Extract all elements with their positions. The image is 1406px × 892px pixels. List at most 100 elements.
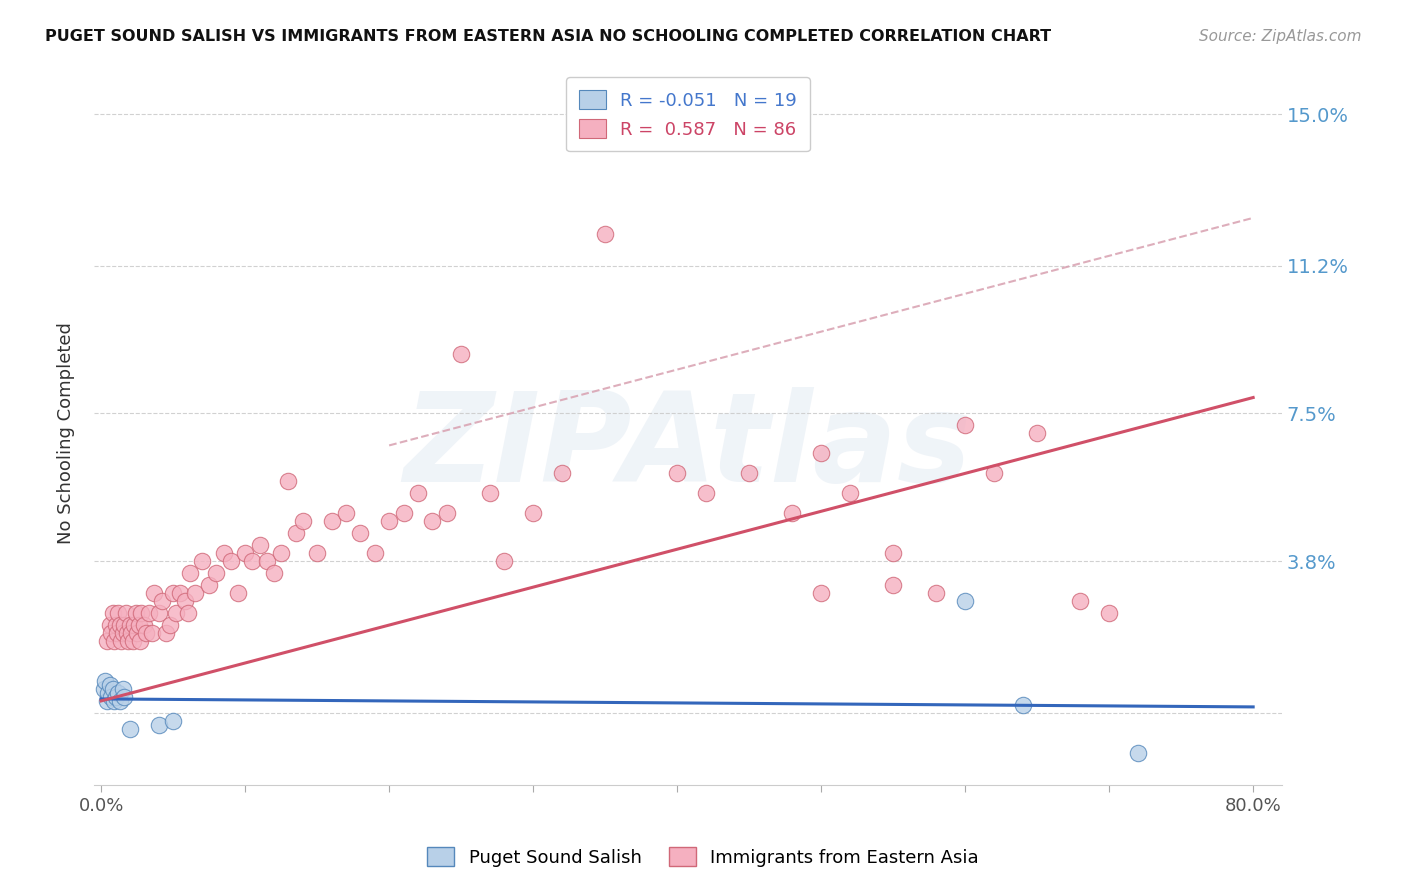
Point bbox=[108, 694, 131, 708]
Point bbox=[953, 594, 976, 608]
Point bbox=[128, 618, 150, 632]
Point bbox=[882, 578, 904, 592]
Point bbox=[117, 634, 139, 648]
Point bbox=[105, 626, 128, 640]
Point bbox=[810, 586, 832, 600]
Point bbox=[1026, 426, 1049, 441]
Point bbox=[114, 606, 136, 620]
Point bbox=[1098, 606, 1121, 620]
Point bbox=[120, 626, 142, 640]
Point bbox=[1126, 746, 1149, 760]
Point bbox=[284, 526, 307, 541]
Point bbox=[420, 514, 443, 528]
Point bbox=[110, 634, 132, 648]
Point bbox=[118, 722, 141, 736]
Point bbox=[143, 586, 166, 600]
Text: PUGET SOUND SALISH VS IMMIGRANTS FROM EASTERN ASIA NO SCHOOLING COMPLETED CORREL: PUGET SOUND SALISH VS IMMIGRANTS FROM EA… bbox=[45, 29, 1052, 44]
Point bbox=[141, 626, 163, 640]
Point bbox=[256, 554, 278, 568]
Point bbox=[104, 690, 127, 704]
Point bbox=[184, 586, 207, 600]
Point bbox=[162, 586, 184, 600]
Point bbox=[115, 626, 138, 640]
Legend: Puget Sound Salish, Immigrants from Eastern Asia: Puget Sound Salish, Immigrants from East… bbox=[420, 840, 986, 874]
Point bbox=[953, 418, 976, 433]
Point bbox=[839, 486, 862, 500]
Point bbox=[104, 618, 127, 632]
Point bbox=[107, 606, 129, 620]
Point bbox=[129, 634, 152, 648]
Point bbox=[127, 626, 149, 640]
Point bbox=[695, 486, 717, 500]
Point bbox=[134, 618, 156, 632]
Text: ZIPAtlas: ZIPAtlas bbox=[404, 387, 972, 508]
Point bbox=[478, 486, 501, 500]
Point bbox=[101, 606, 124, 620]
Point bbox=[392, 506, 415, 520]
Point bbox=[165, 606, 187, 620]
Point bbox=[169, 586, 191, 600]
Point bbox=[122, 618, 145, 632]
Text: Source: ZipAtlas.com: Source: ZipAtlas.com bbox=[1198, 29, 1361, 44]
Point bbox=[98, 678, 121, 692]
Point bbox=[103, 634, 125, 648]
Point bbox=[406, 486, 429, 500]
Point bbox=[118, 618, 141, 632]
Point bbox=[782, 506, 804, 520]
Point bbox=[131, 606, 153, 620]
Point bbox=[100, 690, 122, 704]
Point bbox=[111, 681, 134, 696]
Point bbox=[277, 475, 299, 489]
Point bbox=[112, 618, 135, 632]
Point bbox=[135, 626, 157, 640]
Point bbox=[150, 594, 173, 608]
Point bbox=[551, 467, 574, 481]
Point bbox=[205, 566, 228, 581]
Point bbox=[522, 506, 544, 520]
Point bbox=[212, 546, 235, 560]
Point bbox=[138, 606, 160, 620]
Point bbox=[349, 526, 371, 541]
Point bbox=[155, 626, 177, 640]
Point bbox=[219, 554, 242, 568]
Point bbox=[96, 694, 118, 708]
Point bbox=[307, 546, 329, 560]
Point bbox=[100, 626, 122, 640]
Point bbox=[96, 634, 118, 648]
Point bbox=[249, 538, 271, 552]
Point bbox=[226, 586, 249, 600]
Point bbox=[121, 634, 143, 648]
Point bbox=[270, 546, 292, 560]
Point bbox=[179, 566, 201, 581]
Point bbox=[125, 606, 148, 620]
Point bbox=[191, 554, 214, 568]
Point bbox=[364, 546, 387, 560]
Point bbox=[291, 514, 314, 528]
Point bbox=[450, 346, 472, 360]
Point bbox=[494, 554, 516, 568]
Point bbox=[98, 618, 121, 632]
Point bbox=[925, 586, 948, 600]
Point bbox=[148, 718, 170, 732]
Legend: R = -0.051   N = 19, R =  0.587   N = 86: R = -0.051 N = 19, R = 0.587 N = 86 bbox=[567, 77, 810, 152]
Point bbox=[666, 467, 689, 481]
Point bbox=[738, 467, 761, 481]
Point bbox=[240, 554, 263, 568]
Point bbox=[176, 606, 198, 620]
Point bbox=[436, 506, 458, 520]
Point bbox=[93, 681, 115, 696]
Point bbox=[173, 594, 195, 608]
Point bbox=[94, 673, 117, 688]
Point bbox=[1069, 594, 1091, 608]
Point bbox=[593, 227, 616, 241]
Point bbox=[107, 686, 129, 700]
Point bbox=[983, 467, 1005, 481]
Point bbox=[97, 686, 120, 700]
Point bbox=[1011, 698, 1033, 712]
Point bbox=[148, 606, 170, 620]
Point bbox=[810, 446, 832, 460]
Point bbox=[162, 714, 184, 728]
Point bbox=[198, 578, 221, 592]
Point bbox=[882, 546, 904, 560]
Point bbox=[263, 566, 285, 581]
